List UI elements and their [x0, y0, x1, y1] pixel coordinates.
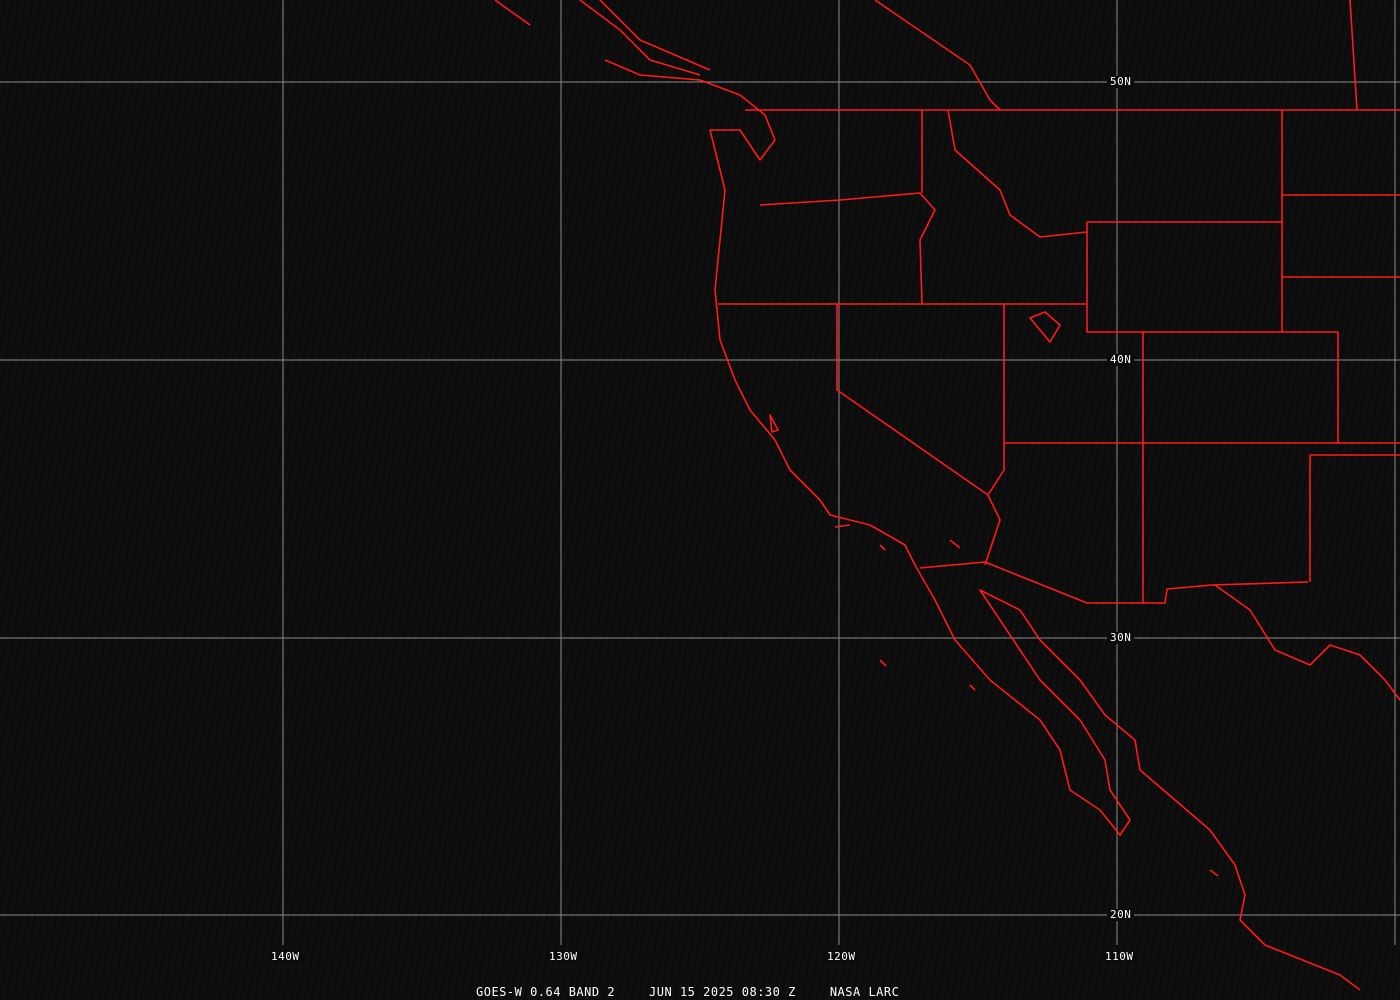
coastline-mexico-gulf — [1214, 584, 1400, 701]
lat-label-20n: 20N — [1107, 909, 1135, 921]
state-borders — [718, 109, 1400, 603]
lon-label-140w: 140W — [268, 951, 303, 963]
lon-label-110w: 110W — [1102, 951, 1137, 963]
timestamp: JUN 15 2025 08:30 Z — [649, 985, 796, 999]
graticule — [0, 0, 1400, 945]
lake-great-salt — [1029, 311, 1061, 343]
credit: NASA LARC — [829, 985, 900, 999]
coastline-north-bc — [494, 0, 711, 76]
satellite-band: GOES-W 0.64 BAND 2 — [476, 985, 616, 999]
islands — [769, 414, 1219, 877]
image-caption: GOES-W 0.64 BAND 2 JUN 15 2025 08:30 Z NAS… — [476, 985, 933, 999]
lon-label-130w: 130W — [546, 951, 581, 963]
lat-label-50n: 50N — [1107, 76, 1135, 88]
lon-label-120w: 120W — [824, 951, 859, 963]
coastline-west — [604, 59, 1361, 991]
international-border — [745, 0, 1400, 604]
lat-label-30n: 30N — [1107, 632, 1135, 644]
lat-label-40n: 40N — [1107, 354, 1135, 366]
